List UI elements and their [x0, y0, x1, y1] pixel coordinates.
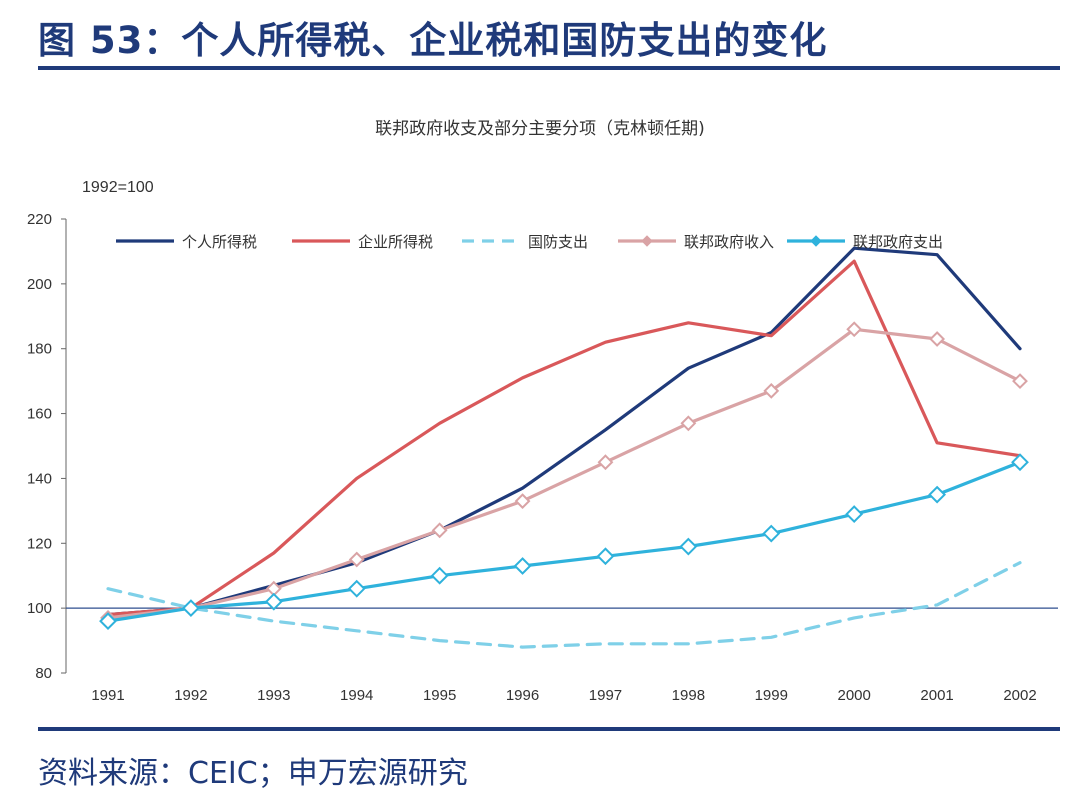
- x-tick-label: 1992: [174, 687, 207, 704]
- x-tick-label: 1995: [423, 687, 456, 704]
- series-line-3: [106, 561, 1022, 649]
- series-4-point: [1012, 373, 1028, 390]
- x-tick-label: 2000: [837, 687, 870, 704]
- x-tick-label: 1999: [755, 687, 788, 704]
- series-4-point: [348, 551, 365, 568]
- source-rule: [38, 727, 1060, 731]
- x-tick-label: 1994: [340, 687, 373, 704]
- legend-label-1: 个人所得税: [182, 233, 257, 251]
- y-tick-label: 160: [27, 406, 52, 423]
- source-note: 资料来源：CEIC；申万宏源研究: [38, 756, 468, 791]
- series-4-point: [680, 415, 697, 432]
- series-4-point: [846, 321, 863, 338]
- series-5-point: [679, 537, 698, 556]
- series-4-point: [763, 382, 780, 399]
- series-line-1: [106, 246, 1022, 617]
- series-5-point: [513, 557, 532, 575]
- y-tick-label: 200: [27, 276, 52, 293]
- y-tick-label: 220: [27, 211, 52, 228]
- legend-marker-4: [641, 235, 653, 247]
- series-5-point: [596, 547, 615, 566]
- x-tick-label: 1998: [672, 687, 705, 704]
- legend-marker-5: [810, 235, 822, 247]
- series-5-point: [845, 505, 864, 524]
- series-line-5: [106, 460, 1022, 623]
- legend-label-4: 联邦政府收入: [684, 233, 774, 251]
- series-4-point: [431, 522, 448, 539]
- y-tick-label: 140: [27, 470, 52, 487]
- series-4-point: [597, 454, 614, 471]
- x-tick-label: 1991: [91, 687, 124, 704]
- series-5-point: [347, 579, 366, 598]
- series-5-point: [430, 566, 449, 585]
- x-tick-label: 2002: [1003, 687, 1036, 704]
- x-tick-label: 2001: [920, 687, 953, 704]
- series-4-point: [929, 331, 946, 347]
- series-5-point: [1011, 453, 1029, 472]
- legend-label-2: 企业所得税: [358, 233, 433, 251]
- series-4-point: [514, 493, 531, 510]
- series-line-2: [106, 259, 1022, 617]
- y-tick-label: 100: [27, 600, 52, 617]
- series-5-point: [264, 592, 283, 611]
- y-axis-label: 1992=100: [82, 179, 154, 196]
- legend-label-5: 联邦政府支出: [853, 233, 943, 251]
- legend-label-3: 国防支出: [528, 233, 588, 251]
- series-5-point: [181, 599, 200, 618]
- y-tick-label: 120: [27, 535, 52, 552]
- y-tick-label: 80: [35, 665, 52, 682]
- x-tick-label: 1997: [589, 687, 622, 704]
- figure-title: 图 53：个人所得税、企业税和国防支出的变化: [38, 19, 828, 62]
- series-5-point: [928, 485, 947, 504]
- title-rule: [38, 66, 1060, 70]
- series-line-4: [106, 327, 1022, 620]
- x-tick-label: 1996: [506, 687, 539, 704]
- series-5-point: [762, 524, 781, 543]
- y-tick-label: 180: [27, 341, 52, 358]
- x-tick-label: 1993: [257, 687, 290, 704]
- chart-title: 联邦政府收支及部分主要分项（克林顿任期): [375, 119, 705, 139]
- series-5-point: [99, 612, 117, 631]
